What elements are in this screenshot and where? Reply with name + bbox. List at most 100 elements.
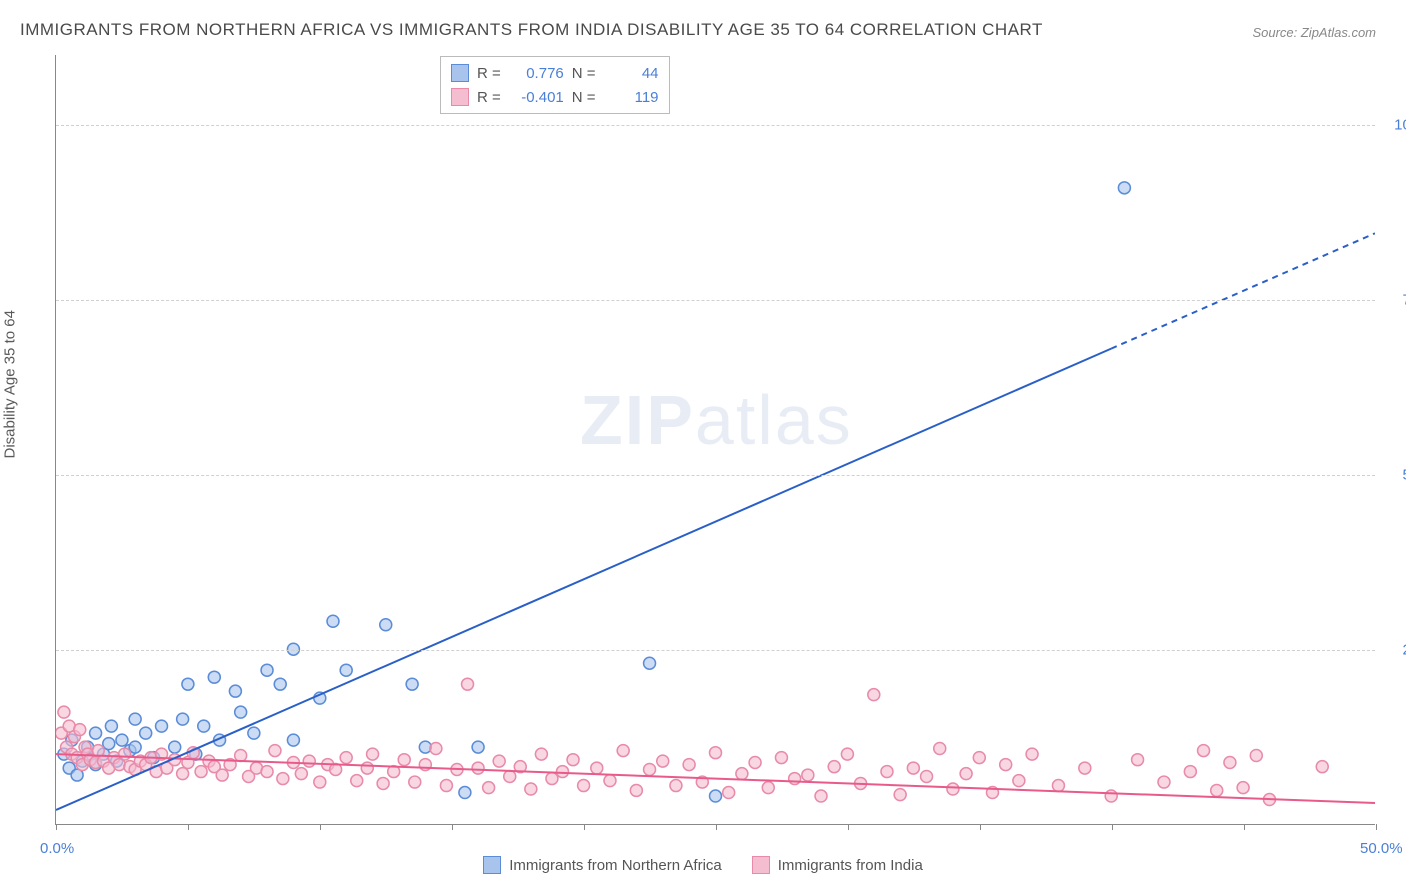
data-point xyxy=(340,664,352,676)
data-point xyxy=(947,783,959,795)
data-point xyxy=(129,741,141,753)
data-point xyxy=(1237,782,1249,794)
data-point xyxy=(340,752,352,764)
data-point xyxy=(604,775,616,787)
data-point xyxy=(630,784,642,796)
data-point xyxy=(535,748,547,760)
chart-title: IMMIGRANTS FROM NORTHERN AFRICA VS IMMIG… xyxy=(20,20,1043,40)
data-point xyxy=(762,782,774,794)
gridline xyxy=(56,650,1375,651)
n-label-0: N = xyxy=(572,65,596,82)
data-point xyxy=(367,748,379,760)
n-value-1: 119 xyxy=(604,89,659,106)
data-point xyxy=(749,756,761,768)
y-tick-label: 75.0% xyxy=(1402,292,1406,309)
data-point xyxy=(261,664,273,676)
data-point xyxy=(398,754,410,766)
legend-swatch-1 xyxy=(451,88,469,106)
r-value-0: 0.776 xyxy=(509,65,564,82)
data-point xyxy=(710,747,722,759)
data-point xyxy=(177,768,189,780)
gridline xyxy=(56,125,1375,126)
x-tick xyxy=(56,824,57,830)
data-point xyxy=(1198,745,1210,757)
x-tick xyxy=(320,824,321,830)
data-point xyxy=(169,741,181,753)
legend-item-1: Immigrants from India xyxy=(752,856,923,874)
x-tick xyxy=(980,824,981,830)
correlation-legend: R = 0.776 N = 44 R = -0.401 N = 119 xyxy=(440,56,670,114)
data-point xyxy=(90,727,102,739)
data-point xyxy=(644,763,656,775)
data-point xyxy=(195,766,207,778)
data-point xyxy=(934,743,946,755)
data-point xyxy=(1000,759,1012,771)
r-value-1: -0.401 xyxy=(509,89,564,106)
data-point xyxy=(1052,780,1064,792)
data-point xyxy=(504,770,516,782)
data-point xyxy=(1026,748,1038,760)
data-point xyxy=(644,657,656,669)
data-point xyxy=(1211,784,1223,796)
legend-item-0: Immigrants from Northern Africa xyxy=(483,856,722,874)
data-point xyxy=(269,745,281,757)
legend-item-label-1: Immigrants from India xyxy=(778,857,923,874)
data-point xyxy=(578,780,590,792)
y-tick-label: 100.0% xyxy=(1394,117,1406,134)
data-point xyxy=(1105,790,1117,802)
data-point xyxy=(303,755,315,767)
legend-item-swatch-0 xyxy=(483,856,501,874)
x-tick xyxy=(584,824,585,830)
data-point xyxy=(828,761,840,773)
data-point xyxy=(881,766,893,778)
x-tick xyxy=(1244,824,1245,830)
data-point xyxy=(841,748,853,760)
gridline xyxy=(56,300,1375,301)
x-tick xyxy=(1112,824,1113,830)
data-point xyxy=(894,789,906,801)
n-value-0: 44 xyxy=(604,65,659,82)
data-point xyxy=(351,775,363,787)
data-point xyxy=(868,689,880,701)
x-tick-label: 50.0% xyxy=(1360,840,1403,857)
data-point xyxy=(208,671,220,683)
data-point xyxy=(182,678,194,690)
data-point xyxy=(74,724,86,736)
data-point xyxy=(248,727,260,739)
data-point xyxy=(277,773,289,785)
data-point xyxy=(140,727,152,739)
data-point xyxy=(430,743,442,755)
data-point xyxy=(657,755,669,767)
data-point xyxy=(472,741,484,753)
data-point xyxy=(295,768,307,780)
data-point xyxy=(670,780,682,792)
data-point xyxy=(156,720,168,732)
data-point xyxy=(440,780,452,792)
data-point xyxy=(525,783,537,795)
data-point xyxy=(406,678,418,690)
legend-item-label-0: Immigrants from Northern Africa xyxy=(509,857,722,874)
data-point xyxy=(229,685,241,697)
regression-line-extrapolated xyxy=(1111,233,1375,348)
data-point xyxy=(459,787,471,799)
plot-area: 25.0%50.0%75.0%100.0% xyxy=(55,55,1375,825)
data-point xyxy=(710,790,722,802)
data-point xyxy=(973,752,985,764)
data-point xyxy=(789,773,801,785)
legend-row-0: R = 0.776 N = 44 xyxy=(451,61,659,85)
data-point xyxy=(103,738,115,750)
r-label-0: R = xyxy=(477,65,501,82)
data-point xyxy=(472,762,484,774)
x-tick xyxy=(716,824,717,830)
y-tick-label: 25.0% xyxy=(1402,642,1406,659)
data-point xyxy=(177,713,189,725)
data-point xyxy=(377,777,389,789)
data-point xyxy=(1132,754,1144,766)
x-tick xyxy=(188,824,189,830)
scatter-plot-svg xyxy=(56,55,1375,824)
data-point xyxy=(723,787,735,799)
data-point xyxy=(617,745,629,757)
legend-row-1: R = -0.401 N = 119 xyxy=(451,85,659,109)
data-point xyxy=(129,713,141,725)
y-tick-label: 50.0% xyxy=(1402,467,1406,484)
